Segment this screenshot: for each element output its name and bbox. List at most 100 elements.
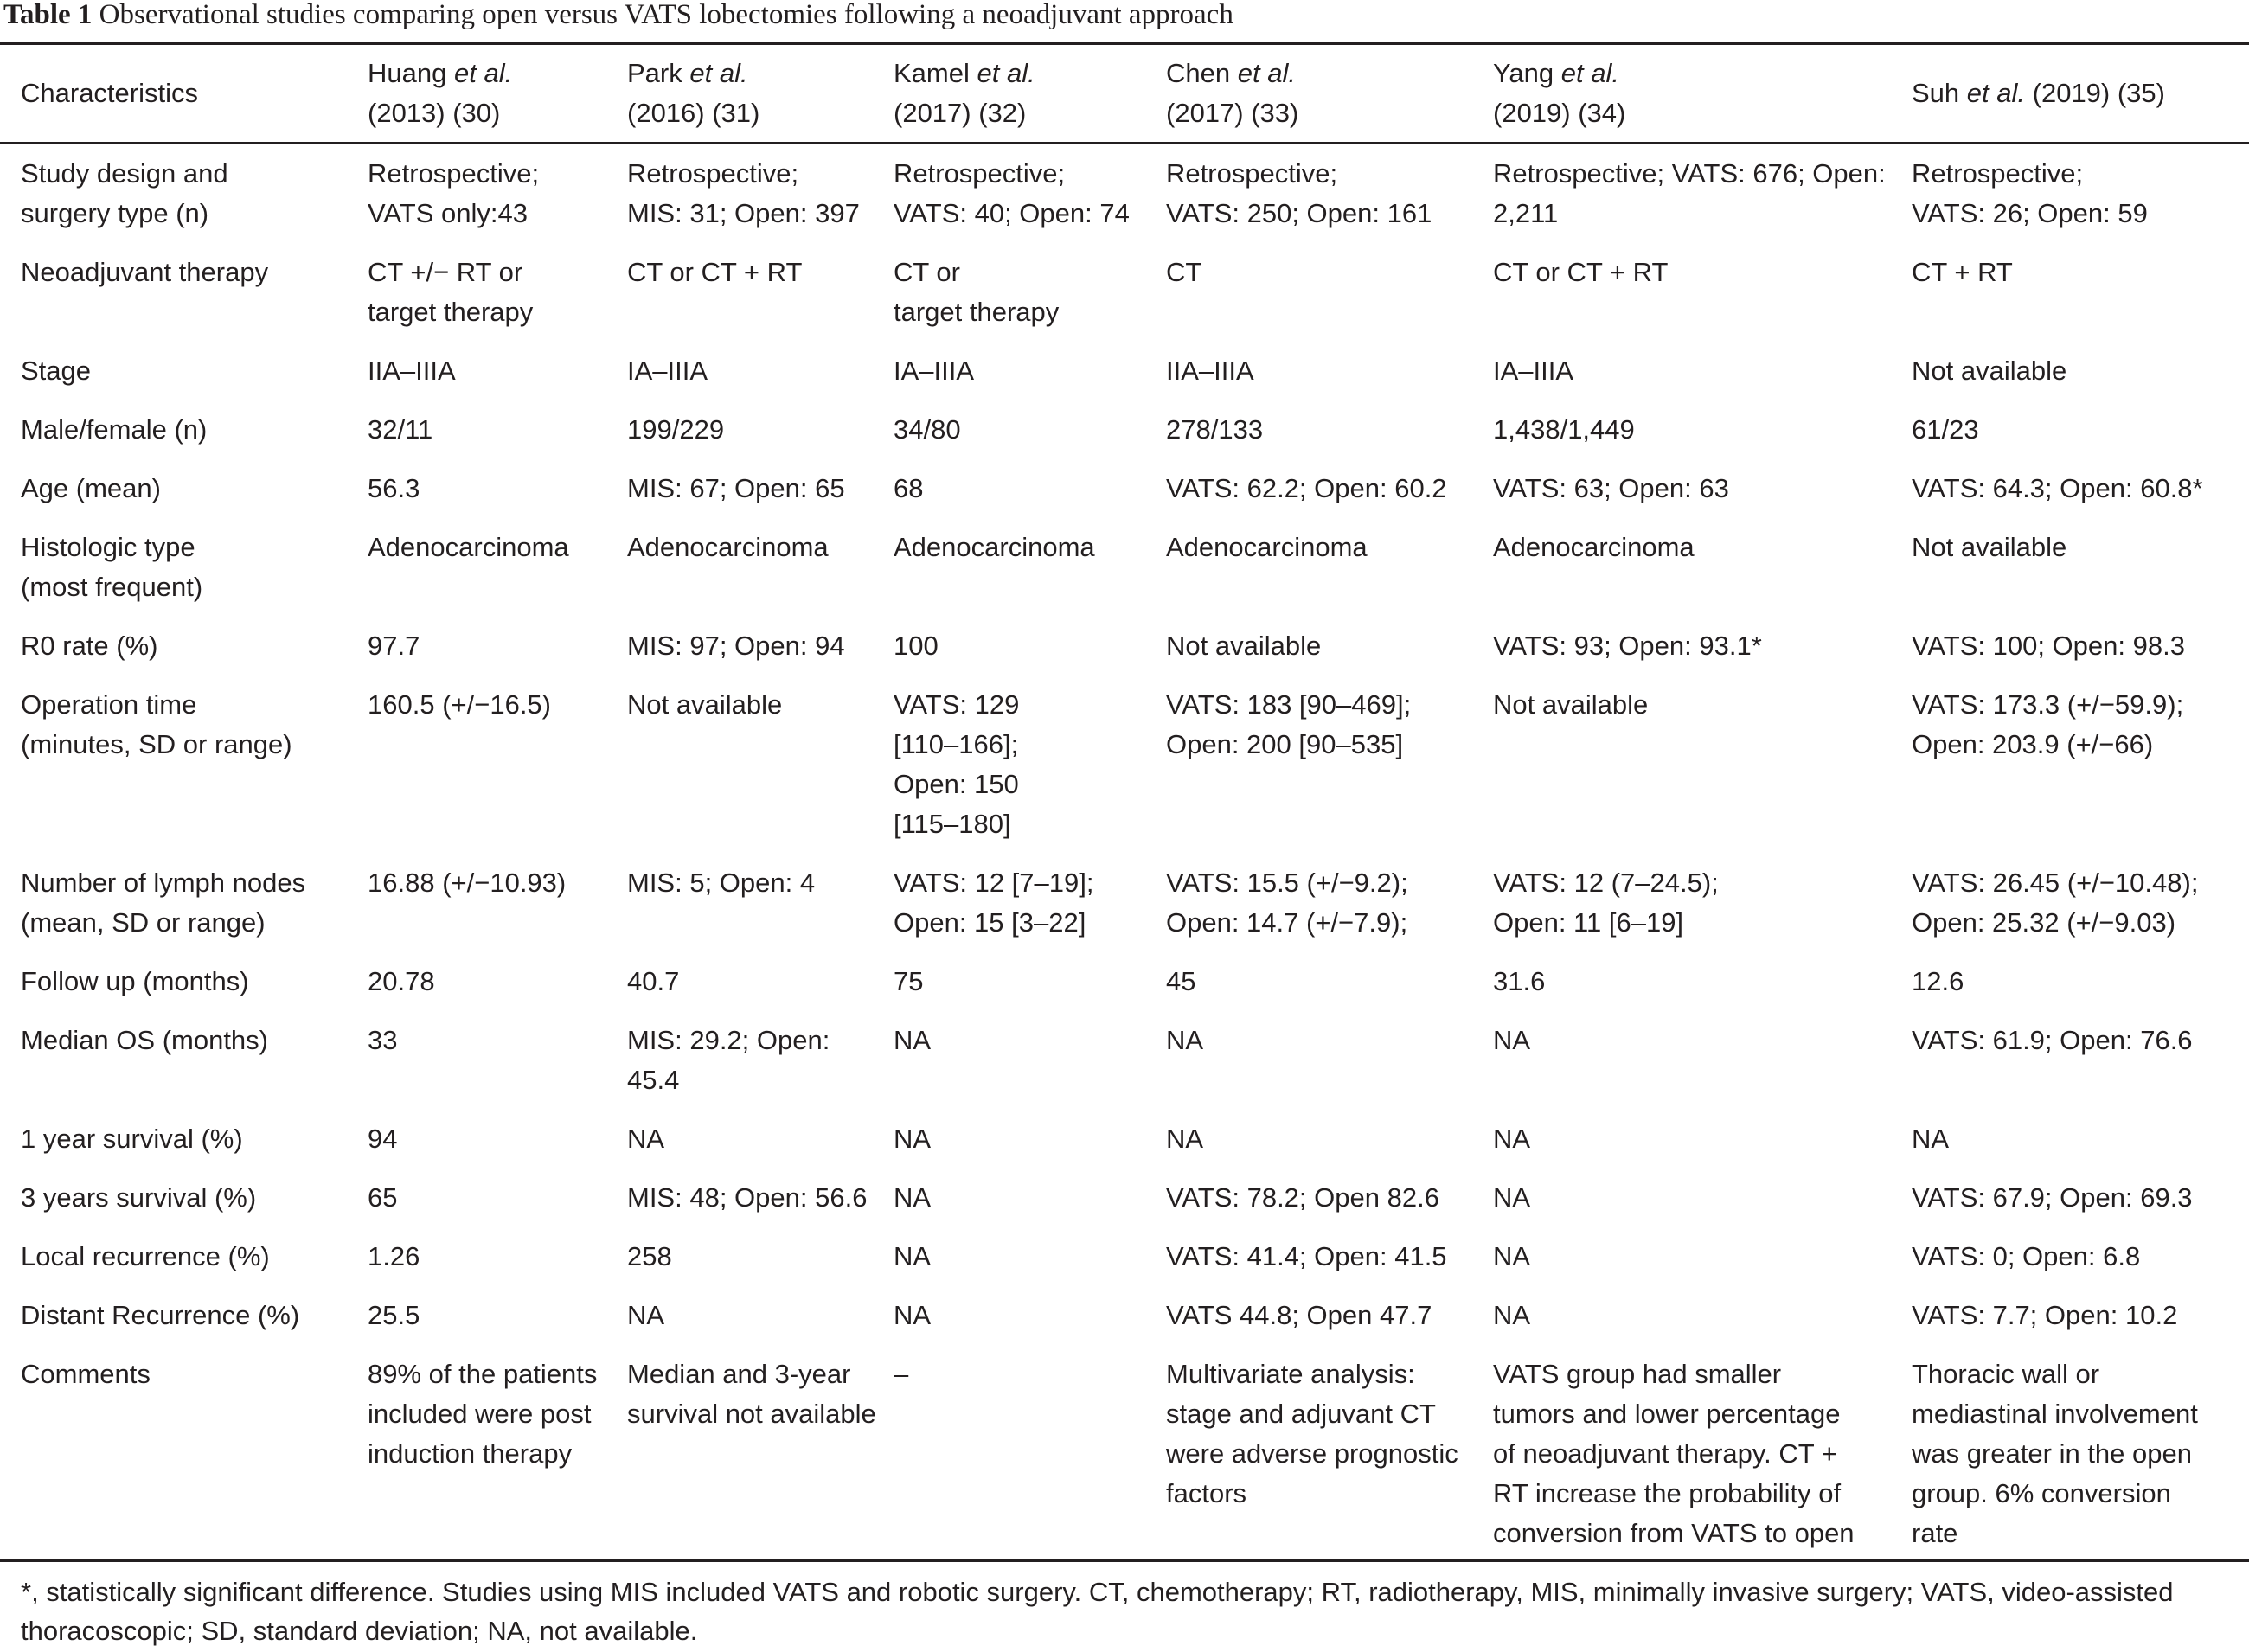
column-header-study: Suh et al. (2019) (35) [1912, 78, 2165, 108]
table-cell: Adenocarcinoma [894, 532, 1095, 562]
table-cell: CT [1166, 257, 1202, 287]
table-row: Neoadjuvant therapy CT +/− RT or target t… [0, 243, 2249, 342]
table-cell: 25.5 [368, 1300, 420, 1330]
table-cell: VATS: 61.9; Open: 76.6 [1912, 1025, 2193, 1055]
table-cell: 16.88 (+/−10.93) [368, 868, 567, 898]
table-cell: MIS: 67; Open: 65 [627, 473, 845, 503]
table-cell: VATS: 64.3; Open: 60.8* [1912, 473, 2203, 503]
table-cell: MIS: 5; Open: 4 [627, 868, 816, 898]
table-cell: VATS 44.8; Open 47.7 [1166, 1300, 1432, 1330]
table-caption: Table 1 Observational studies comparing … [3, 0, 2244, 38]
table-cell: 12.6 [1912, 966, 1964, 996]
table-cell: Multivariate analysis: stage and adjuvan… [1166, 1359, 1458, 1508]
table-cell: VATS: 12 [7–19]; Open: 15 [3–22] [894, 868, 1094, 938]
column-header-characteristics: Characteristics [21, 78, 198, 108]
table-cell: 20.78 [368, 966, 435, 996]
row-label: Number of lymph nodes (mean, SD or range… [21, 868, 306, 938]
row-label: Distant Recurrence (%) [21, 1300, 300, 1330]
table-row: Male/female (n) 32/11 199/229 34/80 278/133 1… [0, 400, 2249, 459]
table-row: Distant Recurrence (%) 25.5 NA NA VATS 44.8;… [0, 1286, 2249, 1345]
table-cell: MIS: 48; Open: 56.6 [627, 1182, 868, 1213]
table-cell: NA [1493, 1300, 1531, 1330]
row-label: Neoadjuvant therapy [21, 257, 269, 287]
table-cell: CT +/− RT or target therapy [368, 257, 534, 327]
table-row: 1 year survival (%) 94 NA NA NA NA NA [0, 1110, 2249, 1169]
table-cell: VATS: 173.3 (+/−59.9); Open: 203.9 (+/−6… [1912, 689, 2184, 759]
table-cell: Adenocarcinoma [1493, 532, 1695, 562]
table-cell: NA [1166, 1025, 1204, 1055]
table-row: Histologic type (most frequent) Adenocarc… [0, 518, 2249, 617]
table-bottom-rule [0, 1559, 2249, 1562]
table-row: Follow up (months) 20.78 40.7 75 45 31.6 12.6 [0, 952, 2249, 1011]
table-row: 3 years survival (%) 65 MIS: 48; Open: 56.… [0, 1169, 2249, 1227]
row-label: Stage [21, 355, 92, 386]
table-cell: NA [1912, 1124, 1950, 1154]
table-cell: 31.6 [1493, 966, 1546, 996]
table-cell: MIS: 29.2; Open: 45.4 [627, 1025, 830, 1095]
table-cell: NA [894, 1124, 932, 1154]
table-cell: VATS: 183 [90–469]; Open: 200 [90–535] [1166, 689, 1412, 759]
table-cell: 56.3 [368, 473, 420, 503]
table-cell: Not available [627, 689, 783, 720]
table-cell: VATS: 100; Open: 98.3 [1912, 631, 2185, 661]
table-row: Operation time (minutes, SD or range) 160… [0, 676, 2249, 854]
table-cell: Median and 3-year survival not available [627, 1359, 876, 1429]
column-header-study: Chen et al. (2017) (33) [1166, 58, 1299, 128]
table-row: Number of lymph nodes (mean, SD or range… [0, 854, 2249, 952]
row-label: Follow up (months) [21, 966, 249, 996]
row-label: Age (mean) [21, 473, 161, 503]
table-cell: 68 [894, 473, 924, 503]
table-row: R0 rate (%) 97.7 MIS: 97; Open: 94 100 Not a… [0, 617, 2249, 676]
row-label: 3 years survival (%) [21, 1182, 257, 1213]
table-cell: VATS: 12 (7–24.5); Open: 11 [6–19] [1493, 868, 1719, 938]
table-cell: NA [894, 1300, 932, 1330]
header-row: Characteristics Huang et al. (2013) (30) … [0, 45, 2249, 142]
table-cell: 1.26 [368, 1241, 420, 1271]
table-cell: 1,438/1,449 [1493, 414, 1635, 445]
table-cell: NA [1493, 1182, 1531, 1213]
column-header-study: Yang et al. (2019) (34) [1493, 58, 1626, 128]
table-cell: Adenocarcinoma [627, 532, 829, 562]
table-cell: IA–IIIA [1493, 355, 1574, 386]
row-label: Histologic type (most frequent) [21, 532, 203, 602]
table-cell: NA [1493, 1124, 1531, 1154]
table-cell: 100 [894, 631, 939, 661]
table-cell: NA [1493, 1025, 1531, 1055]
table-caption-title: Observational studies comparing open ver… [99, 0, 1233, 30]
table-cell: CT or CT + RT [1493, 257, 1669, 287]
row-label: 1 year survival (%) [21, 1124, 243, 1154]
table-cell: NA [1493, 1241, 1531, 1271]
table-cell: NA [894, 1241, 932, 1271]
table-cell: 89% of the patients included were post i… [368, 1359, 598, 1469]
row-label: R0 rate (%) [21, 631, 158, 661]
table-cell: 65 [368, 1182, 398, 1213]
table-cell: 199/229 [627, 414, 725, 445]
column-header-study: Kamel et al. (2017) (32) [894, 58, 1035, 128]
table-cell: Not available [1912, 355, 2067, 386]
table-cell: VATS: 129 [110–166]; Open: 150 [115–180] [894, 689, 1020, 839]
table-cell: CT or target therapy [894, 257, 1060, 327]
table-cell: NA [1166, 1124, 1204, 1154]
table-cell: NA [627, 1300, 665, 1330]
table-cell: – [894, 1359, 909, 1389]
table-cell: IIA–IIIA [368, 355, 456, 386]
table-row: Median OS (months) 33 MIS: 29.2; Open: 45.… [0, 1011, 2249, 1110]
table-row: Stage IIA–IIIA IA–IIIA IA–IIIA IIA–IIIA IA–II… [0, 342, 2249, 400]
table-cell: Retrospective; VATS: 676; Open: 2,211 [1493, 158, 1886, 228]
row-label: Operation time (minutes, SD or range) [21, 689, 292, 759]
table-cell: NA [894, 1182, 932, 1213]
table-cell: MIS: 97; Open: 94 [627, 631, 845, 661]
column-header-study: Park et al. (2016) (31) [627, 58, 760, 128]
table-cell: Retrospective; VATS only:43 [368, 158, 540, 228]
column-header-study: Huang et al. (2013) (30) [368, 58, 513, 128]
table-cell: VATS: 63; Open: 63 [1493, 473, 1729, 503]
table-cell: VATS: 0; Open: 6.8 [1912, 1241, 2141, 1271]
table-row: Age (mean) 56.3 MIS: 67; Open: 65 68 VATS: 6… [0, 459, 2249, 518]
studies-table: Characteristics Huang et al. (2013) (30) … [0, 45, 2249, 1563]
table-cell: IA–IIIA [894, 355, 975, 386]
table-cell: VATS: 26.45 (+/−10.48); Open: 25.32 (+/−… [1912, 868, 2199, 938]
table-cell: VATS: 78.2; Open 82.6 [1166, 1182, 1439, 1213]
table-cell: 97.7 [368, 631, 420, 661]
table-cell: VATS: 62.2; Open: 60.2 [1166, 473, 1447, 503]
table-cell: 34/80 [894, 414, 961, 445]
